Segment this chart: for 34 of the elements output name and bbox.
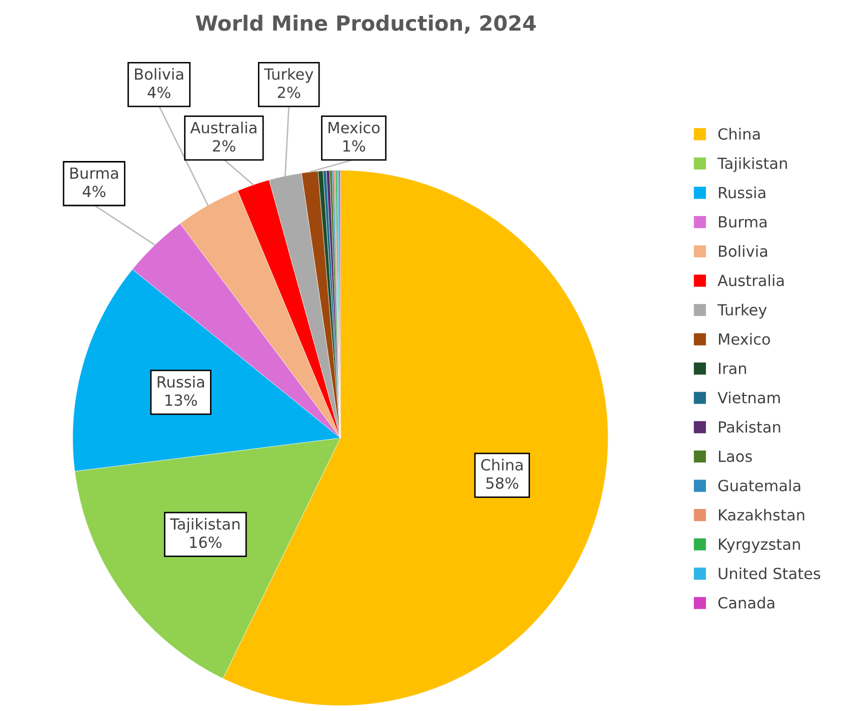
legend-label: Mexico xyxy=(718,333,770,345)
legend-label: Turkey xyxy=(717,304,767,319)
data-label: 2% xyxy=(278,86,300,98)
data-label: 58% xyxy=(486,477,518,489)
legend-label: Iran xyxy=(718,362,746,374)
legend-label: Guatemala xyxy=(718,480,800,492)
legend-label: Canada xyxy=(718,596,774,609)
slice-label: Bolivia xyxy=(135,68,184,80)
data-label: 4% xyxy=(148,86,170,98)
chart-title: World Mine Production, 2024 xyxy=(196,14,536,34)
legend-label: Kyrgyzstan xyxy=(718,538,800,553)
data-label: 2% xyxy=(212,140,236,152)
slice-label: Australia xyxy=(190,122,256,134)
slice-label: Turkey xyxy=(264,68,314,83)
slice-label: Russia xyxy=(158,376,204,388)
slice-label: Burma xyxy=(70,168,118,179)
data-label: 4% xyxy=(82,186,106,198)
legend-label: United States xyxy=(718,567,820,580)
legend-label: Laos xyxy=(718,450,752,462)
slice-label: Mexico xyxy=(328,122,380,134)
legend-label: Kazakhstan xyxy=(718,508,804,521)
legend-label: Bolivia xyxy=(718,245,768,257)
slice-label: China xyxy=(481,458,523,471)
legend-label: Australia xyxy=(718,274,784,286)
data-label: 13% xyxy=(166,394,197,406)
legend-label: China xyxy=(718,128,760,140)
legend-label: Russia xyxy=(718,186,766,198)
data-label: 1% xyxy=(343,140,366,152)
legend-label: Vietnam xyxy=(718,392,780,404)
legend-label: Pakistan xyxy=(718,420,780,433)
legend-label: Burma xyxy=(718,216,766,228)
legend-label: Tajikistan xyxy=(717,157,787,172)
slice-label: Tajikistan xyxy=(170,518,240,533)
data-label: 16% xyxy=(190,536,222,548)
